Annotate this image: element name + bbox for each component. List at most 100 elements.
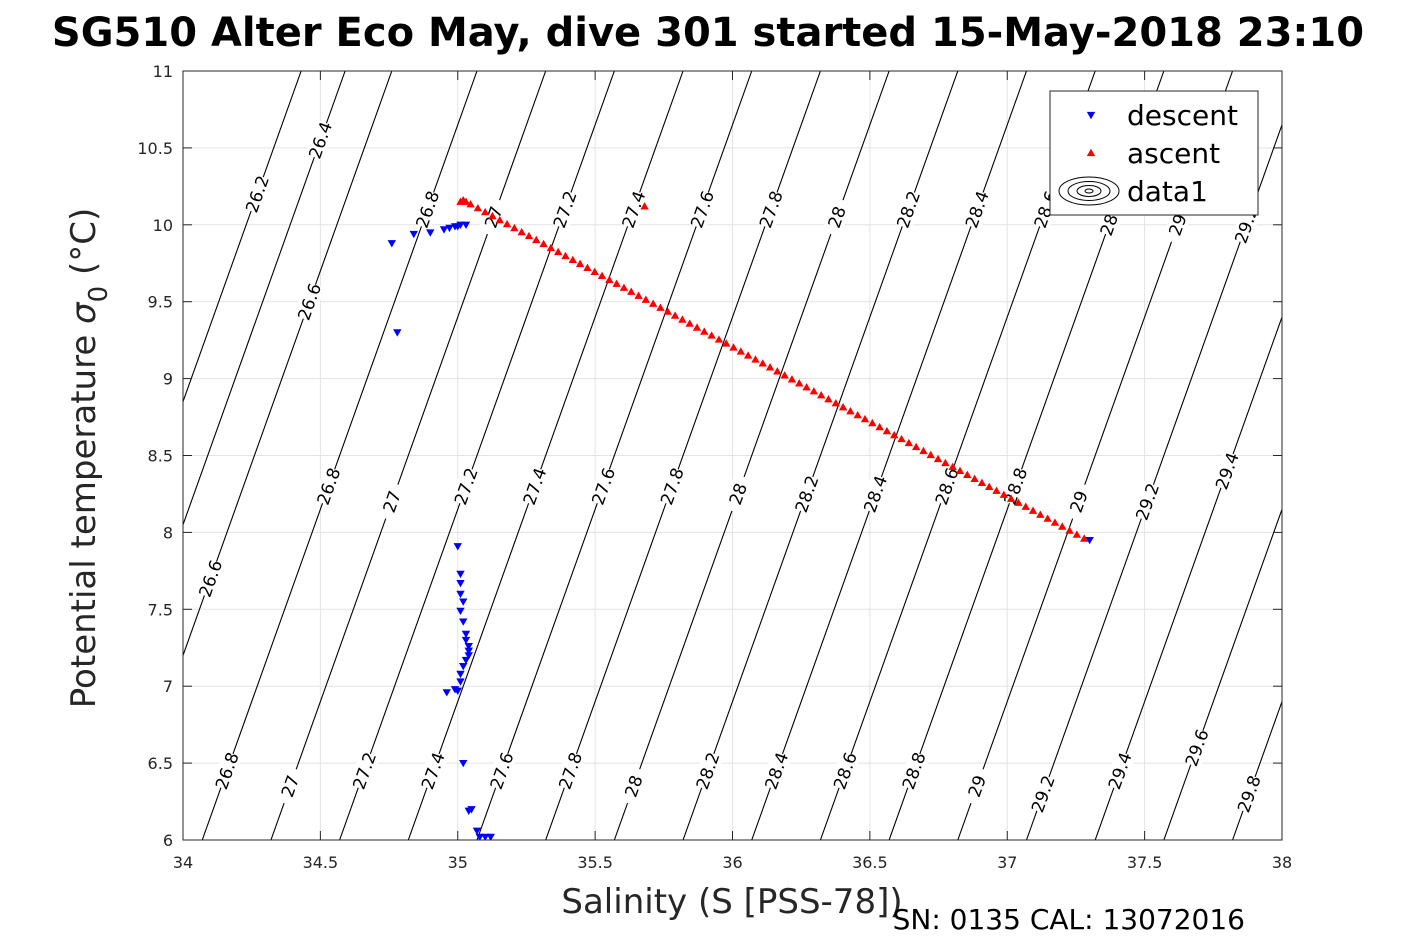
descent-point: [459, 598, 468, 606]
contour-label-bg: [1211, 450, 1243, 492]
ascent-point: [640, 202, 649, 210]
contour-label-bg: [519, 465, 551, 507]
ascent-point: [743, 351, 753, 359]
descent-point: [461, 636, 471, 645]
y-axis-title: Potential temperature σ0 (°C): [64, 208, 114, 708]
ascent-point: [722, 339, 731, 347]
ascent-point: [955, 466, 965, 475]
ascent-point: [495, 215, 504, 224]
data-series: [387, 195, 1094, 840]
contour-icon-ring: [1067, 181, 1111, 201]
contour-label-bg: [554, 750, 586, 792]
ascent-point: [831, 399, 841, 407]
contour-label-bg: [821, 196, 853, 238]
descent-point: [453, 687, 462, 696]
isopycnal-line: [183, 71, 346, 527]
isopycnal-line: [1163, 507, 1282, 840]
ascent-point: [919, 446, 928, 455]
ascent-point: [1072, 530, 1082, 538]
ascent-point: [824, 395, 833, 403]
contour-label-bg: [722, 473, 754, 515]
contour-label-bg: [961, 765, 993, 807]
contour-label-bg: [376, 481, 408, 522]
contour-label-bg: [1027, 773, 1059, 815]
ascent-point: [568, 255, 578, 264]
contour-label-bg: [486, 750, 518, 792]
y-tick-label: 6: [163, 831, 173, 850]
ascent-point: [1036, 510, 1045, 518]
contour-label-bg: [961, 189, 993, 230]
legend: descent ascent data1: [1049, 90, 1259, 216]
ascent-point: [663, 307, 672, 315]
contour-label-bg: [241, 173, 273, 215]
descent-point: [472, 827, 482, 835]
ascent-point: [583, 263, 592, 272]
contour-label-bg: [348, 750, 380, 792]
contour-label-bg: [791, 473, 823, 515]
x-tick-label: 37: [997, 853, 1017, 872]
ascent-point: [977, 478, 987, 486]
ascent-point: [897, 434, 906, 443]
y-axis-title-unit: (°C): [64, 208, 104, 286]
descent-point: [387, 240, 397, 248]
descent-point: [459, 759, 468, 768]
y-axis-title-sigma: σ: [64, 301, 104, 324]
ascent-point: [1014, 498, 1023, 506]
descent-point: [393, 329, 402, 337]
contour-label-bg: [656, 465, 688, 507]
ascent-point: [904, 438, 914, 447]
descent-point: [442, 689, 451, 697]
x-tick-label: 34: [173, 853, 193, 872]
descent-point: [456, 221, 465, 229]
ascent-point: [963, 470, 972, 479]
legend-label-ascent: ascent: [1127, 137, 1220, 170]
contour-label-bg: [1181, 727, 1213, 769]
ascent-point: [1006, 494, 1016, 502]
ascent-point: [1021, 502, 1030, 510]
x-tick-label: 36: [722, 853, 742, 872]
ascent-point: [911, 442, 921, 451]
ascent-point: [597, 271, 607, 279]
ascent-point: [517, 227, 526, 236]
ascent-point: [532, 235, 541, 244]
contour-label-bg: [412, 189, 444, 230]
ascent-point: [461, 197, 471, 205]
y-tick-label: 6.5: [148, 754, 173, 773]
contour-icon-ring: [1058, 176, 1120, 206]
isopycnal-line: [183, 71, 393, 658]
ascent-point: [882, 426, 892, 435]
isopycnal-line: [613, 71, 890, 840]
contour-label-bg: [1000, 465, 1031, 507]
descent-point: [459, 618, 468, 626]
ascent-point: [656, 303, 665, 311]
descent-point: [461, 630, 471, 639]
ascent-point: [502, 219, 512, 228]
descent-point: [456, 670, 465, 679]
legend-ascent-marker: [1086, 148, 1096, 157]
ascent-point: [773, 367, 782, 375]
ascent-point: [853, 410, 862, 419]
ascent-point: [561, 251, 570, 260]
calibration-footer: SN: 0135 CAL: 13072016: [893, 903, 1245, 936]
contour-label-bg: [618, 189, 650, 230]
ascent-point: [634, 291, 643, 299]
descent-point: [445, 224, 454, 233]
x-tick-label: 38: [1272, 853, 1292, 872]
ascent-point: [970, 474, 979, 482]
descent-point: [456, 678, 465, 686]
y-axis-title-main: Potential temperature: [64, 324, 104, 708]
descent-point: [456, 580, 465, 588]
ascent-point: [846, 406, 855, 415]
x-axis-title: Salinity (S [PSS-78]): [561, 882, 902, 922]
ascent-point: [488, 211, 497, 220]
contour-label-bg: [195, 558, 226, 599]
ascent-point: [456, 197, 465, 205]
ascent-point: [838, 402, 848, 411]
ascent-point: [554, 247, 563, 256]
ascent-point: [890, 430, 899, 439]
contour-label-bg: [859, 473, 891, 515]
ascent-point: [736, 347, 746, 355]
ascent-point: [575, 259, 585, 268]
contour-label-bg: [211, 750, 243, 792]
